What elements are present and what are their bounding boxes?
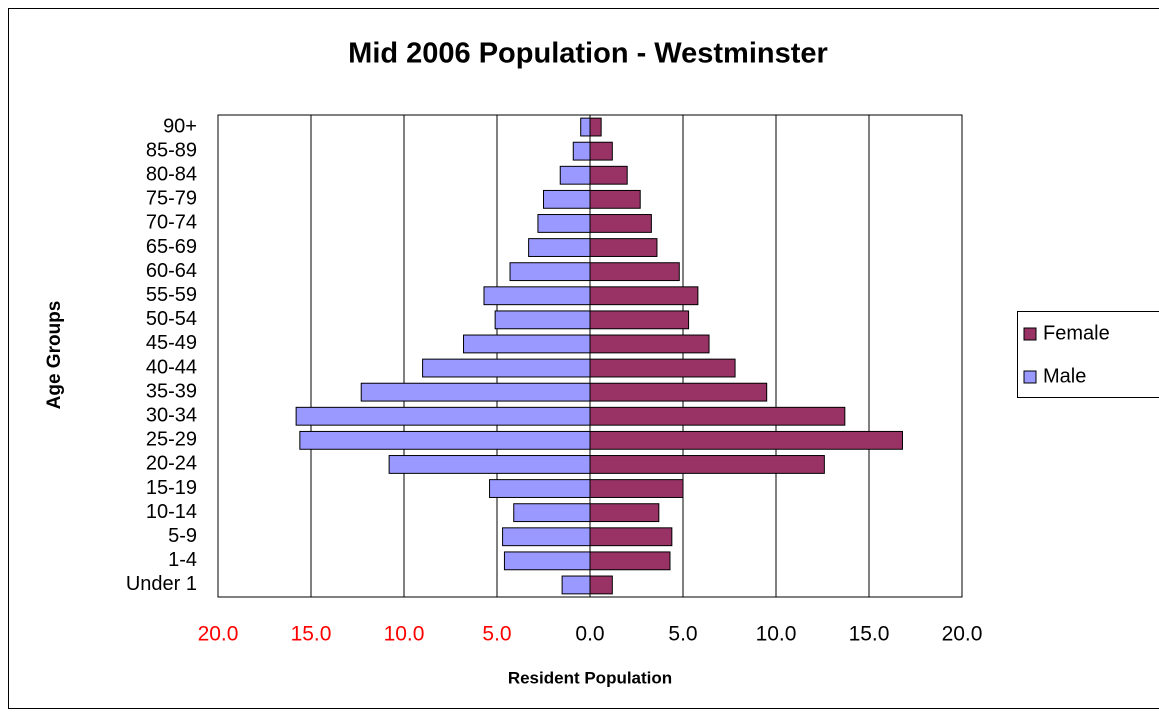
legend-label: Female bbox=[1043, 322, 1110, 344]
y-tick-label: 35-39 bbox=[146, 380, 197, 402]
y-tick-label: 10-14 bbox=[146, 501, 197, 523]
bar bbox=[589, 214, 652, 233]
y-tick-label: 85-89 bbox=[146, 139, 197, 161]
x-tick-label: 15.0 bbox=[849, 623, 890, 646]
bar bbox=[489, 479, 591, 498]
bar bbox=[589, 551, 671, 571]
bar bbox=[388, 455, 591, 474]
x-axis-label: Resident Population bbox=[508, 668, 672, 687]
bar bbox=[589, 527, 673, 547]
bar bbox=[589, 310, 690, 330]
bar bbox=[299, 430, 591, 450]
y-tick-label: 55-59 bbox=[146, 284, 197, 306]
x-tick-label: 5.0 bbox=[482, 623, 511, 646]
bar bbox=[589, 117, 602, 137]
bar bbox=[589, 238, 658, 257]
bar bbox=[589, 382, 768, 402]
bar bbox=[509, 262, 591, 282]
y-tick-label: 1-4 bbox=[168, 549, 197, 571]
y-tick-label: 90+ bbox=[163, 115, 197, 137]
y-tick-label: 65-69 bbox=[146, 236, 197, 258]
y-tick-label: 30-34 bbox=[146, 405, 197, 427]
x-tick-label: 20.0 bbox=[942, 623, 983, 646]
bar bbox=[589, 430, 903, 450]
bar bbox=[513, 503, 591, 523]
bar bbox=[528, 238, 591, 257]
bar bbox=[494, 310, 591, 330]
legend-label: Male bbox=[1043, 365, 1086, 387]
bar bbox=[589, 286, 699, 306]
bar bbox=[589, 406, 846, 426]
bar bbox=[360, 382, 591, 402]
x-tick-label: 0.0 bbox=[575, 623, 604, 646]
bar bbox=[589, 575, 613, 595]
x-tick-label: 15.0 bbox=[291, 623, 332, 646]
bar bbox=[589, 334, 710, 354]
bar bbox=[561, 575, 591, 595]
bar bbox=[589, 455, 825, 474]
bar bbox=[572, 141, 591, 161]
bar bbox=[589, 358, 736, 378]
x-tick-label: 10.0 bbox=[384, 623, 425, 646]
x-tick-label: 10.0 bbox=[756, 623, 797, 646]
bar bbox=[543, 189, 591, 209]
legend-swatch bbox=[1023, 370, 1037, 384]
x-tick-label: 20.0 bbox=[198, 623, 239, 646]
bar bbox=[589, 165, 628, 185]
y-tick-label: 50-54 bbox=[146, 308, 197, 330]
bar bbox=[589, 479, 684, 498]
bar bbox=[589, 189, 641, 209]
y-tick-label: 40-44 bbox=[146, 356, 197, 378]
y-tick-label: 15-19 bbox=[146, 477, 197, 499]
y-tick-label: 75-79 bbox=[146, 188, 197, 210]
bar bbox=[589, 262, 680, 282]
bar bbox=[537, 214, 591, 233]
y-tick-label: 5-9 bbox=[168, 525, 197, 547]
legend-box bbox=[1017, 311, 1159, 398]
y-tick-label: 45-49 bbox=[146, 332, 197, 354]
bar bbox=[580, 117, 591, 137]
bar bbox=[483, 286, 591, 306]
x-tick-label: 5.0 bbox=[668, 623, 697, 646]
bar bbox=[503, 551, 591, 571]
bar bbox=[589, 503, 660, 523]
y-tick-label: 60-64 bbox=[146, 260, 197, 282]
chart-title: Mid 2006 Population - Westminster bbox=[348, 38, 828, 70]
y-tick-label: 80-84 bbox=[146, 164, 197, 186]
bar bbox=[422, 358, 591, 378]
legend-swatch bbox=[1023, 327, 1037, 341]
bar bbox=[559, 165, 591, 185]
y-tick-label: 25-29 bbox=[146, 429, 197, 451]
y-tick-label: 20-24 bbox=[146, 453, 197, 475]
y-tick-label: 70-74 bbox=[146, 212, 197, 234]
y-tick-label: Under 1 bbox=[126, 573, 197, 595]
bar bbox=[463, 334, 591, 354]
bar bbox=[589, 141, 613, 161]
bar bbox=[295, 406, 591, 426]
y-axis-label: Age Groups bbox=[44, 301, 65, 410]
bar bbox=[502, 527, 591, 547]
